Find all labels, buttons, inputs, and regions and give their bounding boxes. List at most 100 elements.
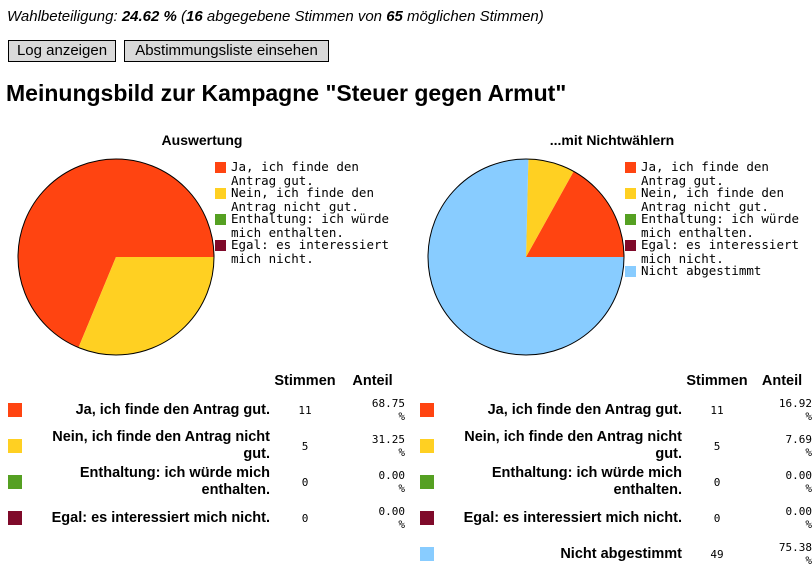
color-swatch <box>420 547 434 561</box>
legend-entry: Nicht abgestimmt <box>625 264 812 290</box>
option-label: Egal: es interessiert mich nicht. <box>51 509 270 526</box>
legend-label: Egal: es interessiert mich nicht. <box>641 237 800 266</box>
option-label: Egal: es interessiert mich nicht. <box>463 509 682 526</box>
share-unit: % <box>805 446 812 459</box>
table-row: Nein, ich finde den Antrag nicht gut. 5 31… <box>0 428 405 464</box>
table-row: Egal: es interessiert mich nicht. 0 0.00% <box>0 500 405 536</box>
vote-share: 16.92% <box>752 392 812 428</box>
legend-swatch <box>625 162 636 173</box>
header-spacer <box>442 370 682 392</box>
legend-swatch <box>215 240 226 251</box>
turnout-possible-count: 65 <box>386 8 403 25</box>
swatch-cell <box>0 464 30 500</box>
legend-label: Ja, ich finde den Antrag gut. <box>641 159 769 188</box>
color-swatch <box>8 439 22 453</box>
pie-slice <box>428 159 624 356</box>
turnout-percent: 24.62 % <box>121 8 177 25</box>
option-label: Ja, ich finde den Antrag gut. <box>75 401 270 418</box>
legend-label: Egal: es interessiert mich nicht. <box>231 237 390 266</box>
legend-entry: Egal: es interessiert mich nicht. <box>215 237 405 266</box>
table-row: Nicht abgestimmt 49 75.38% <box>412 536 812 572</box>
share-value: 0.00 <box>785 505 812 518</box>
votes-column-header: Stimmen <box>686 373 748 389</box>
share-unit: % <box>805 518 812 531</box>
pie-outline <box>427 158 625 356</box>
page-title: Meinungsbild zur Kampagne "Steuer gegen … <box>6 80 567 106</box>
color-swatch <box>8 403 22 417</box>
results-pie-chart: Auswertung Ja, ich finde den Antrag gut.… <box>0 128 410 360</box>
vote-count: 5 <box>301 439 309 453</box>
swatch-cell <box>412 392 442 428</box>
legend-entry: Egal: es interessiert mich nicht. <box>625 237 812 266</box>
vote-count: 49 <box>710 547 724 561</box>
vote-share: 0.00% <box>752 500 812 536</box>
option-label: Ja, ich finde den Antrag gut. <box>487 401 682 418</box>
swatch-cell <box>0 392 30 428</box>
share-value: 31.25 <box>371 433 405 446</box>
legend-swatch <box>625 266 636 277</box>
share-unit: % <box>398 518 405 531</box>
share-unit: % <box>805 482 812 495</box>
table-row: Enthaltung: ich würde mich enthalten. 0 0.… <box>412 464 812 500</box>
legend-label: Ja, ich finde den Antrag gut. <box>231 159 359 188</box>
share-value: 0.00 <box>378 469 406 482</box>
legend-swatch <box>215 188 226 199</box>
share-unit: % <box>398 482 405 495</box>
chart-legend: Ja, ich finde den Antrag gut. Nein, ich f… <box>215 159 405 266</box>
vote-share: 0.00% <box>752 464 812 500</box>
chart-title: Auswertung <box>161 132 243 148</box>
color-swatch <box>420 475 434 489</box>
color-swatch <box>8 475 22 489</box>
legend-label: Nein, ich finde den Antrag nicht gut. <box>641 185 784 214</box>
legend-label: Enthaltung: ich würde mich enthalten. <box>641 211 800 240</box>
share-value: 0.00 <box>378 505 406 518</box>
pie-slice <box>17 158 215 348</box>
option-label: Nicht abgestimmt <box>560 545 682 562</box>
share-unit: % <box>398 410 405 423</box>
share-unit: % <box>398 446 405 459</box>
legend-entry: Enthaltung: ich würde mich enthalten. <box>215 211 405 240</box>
color-swatch <box>420 403 434 417</box>
swatch-cell <box>412 500 442 536</box>
swatch-cell <box>412 464 442 500</box>
header-spacer <box>30 370 270 392</box>
legend-entry: Ja, ich finde den Antrag gut. <box>625 159 812 188</box>
view-vote-list-button[interactable]: Abstimmungsliste einsehen <box>124 40 329 62</box>
swatch-cell <box>0 500 30 536</box>
share-value: 0.00 <box>785 469 812 482</box>
legend-swatch <box>625 188 636 199</box>
vote-count: 0 <box>713 475 721 489</box>
chart-title: ...mit Nichtwählern <box>549 132 675 148</box>
results-with-nonvoters-table: Stimmen Anteil Ja, ich finde den Antrag … <box>412 370 812 572</box>
turnout-middle-2: abgegebene Stimmen von <box>202 8 387 25</box>
vote-share: 0.00% <box>340 464 406 500</box>
option-label: Enthaltung: ich würde mich enthalten. <box>79 465 270 498</box>
vote-count: 5 <box>713 439 721 453</box>
results-table: Stimmen Anteil Ja, ich finde den Antrag … <box>0 370 405 536</box>
turnout-summary: Wahlbeteiligung: 24.62 % (16 abgegebene … <box>7 8 544 25</box>
color-swatch <box>8 511 22 525</box>
legend-label: Nicht abgestimmt <box>641 263 762 278</box>
votes-column-header: Stimmen <box>274 373 336 389</box>
vote-share: 68.75% <box>340 392 405 428</box>
share-value: 7.69 <box>785 433 812 446</box>
swatch-cell <box>0 428 30 464</box>
share-value: 75.38 <box>778 541 812 554</box>
table-row: Nein, ich finde den Antrag nicht gut. 5 7.… <box>412 428 812 464</box>
turnout-prefix: Wahlbeteiligung: <box>7 8 122 25</box>
legend-swatch <box>625 240 636 251</box>
pie-svg <box>17 158 215 356</box>
show-log-button[interactable]: Log anzeigen <box>8 40 116 62</box>
legend-label: Enthaltung: ich würde mich enthalten. <box>231 211 390 240</box>
table-row: Enthaltung: ich würde mich enthalten. 0 0.… <box>0 464 405 500</box>
share-unit: % <box>805 554 812 567</box>
vote-count: 0 <box>301 475 309 489</box>
legend-swatch <box>215 162 226 173</box>
results-with-nonvoters-pie-chart: ...mit Nichtwählern Ja, ich finde den An… <box>410 128 812 360</box>
turnout-suffix: möglichen Stimmen) <box>402 8 544 25</box>
chart-legend: Ja, ich finde den Antrag gut. Nein, ich f… <box>625 160 812 290</box>
table-row: Ja, ich finde den Antrag gut. 11 68.75% <box>0 392 405 428</box>
vote-count: 11 <box>710 403 724 417</box>
vote-share: 75.38% <box>752 536 812 572</box>
vote-count: 0 <box>713 511 721 525</box>
